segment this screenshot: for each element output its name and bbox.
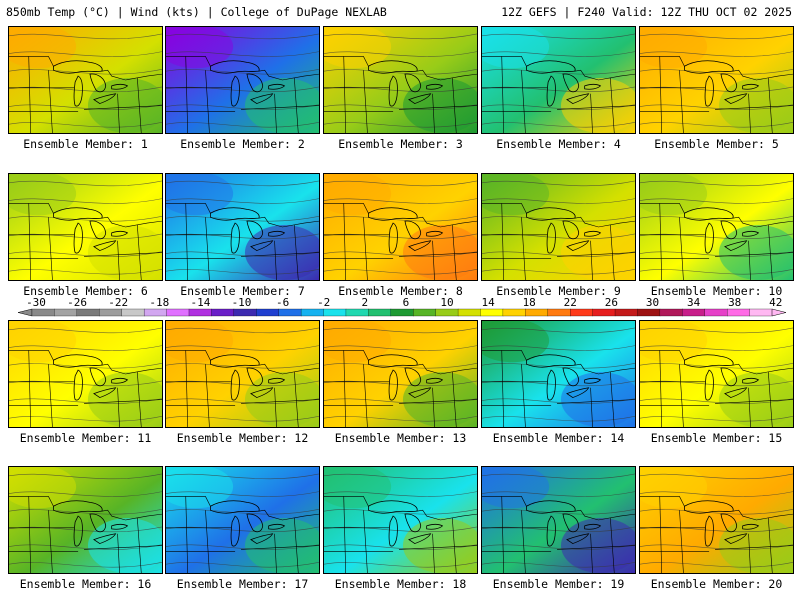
- colorbar-swatch: [256, 308, 280, 317]
- colorbar-tick-label: -2: [317, 296, 330, 309]
- ensemble-member-label: Ensemble Member: 6: [23, 284, 148, 298]
- colorbar-swatch: [300, 308, 324, 317]
- colorbar-swatch: [413, 308, 437, 317]
- ensemble-member-label: Ensemble Member: 1: [23, 137, 148, 151]
- colorbar-swatch: [570, 308, 594, 317]
- colorbar-swatch: [547, 308, 571, 317]
- ensemble-member-label: Ensemble Member: 4: [496, 137, 621, 151]
- colorbar-left-arrow: [17, 308, 33, 317]
- temperature-map: [323, 466, 478, 574]
- colorbar-right-arrow: [771, 308, 787, 317]
- ensemble-member-label: Ensemble Member: 19: [492, 577, 625, 591]
- colorbar-swatch: [99, 308, 123, 317]
- colorbar-swatch: [54, 308, 78, 317]
- chart-header-title: 850mb Temp (°C) | Wind (kts) | College o…: [6, 5, 387, 19]
- temperature-map: [8, 320, 163, 428]
- ensemble-member-label: Ensemble Member: 20: [650, 577, 783, 591]
- chart-header-valid-time: 12Z GEFS | F240 Valid: 12Z THU OCT 02 20…: [501, 5, 792, 19]
- colorbar-tick-label: 14: [481, 296, 495, 309]
- colorbar-tick-label: -6: [276, 296, 289, 309]
- ensemble-member-label: Ensemble Member: 18: [334, 577, 467, 591]
- temperature-map: [323, 26, 478, 134]
- colorbar-swatch: [457, 308, 481, 317]
- temperature-map: [323, 320, 478, 428]
- colorbar-tick-label: -10: [232, 296, 252, 309]
- ensemble-member-label: Ensemble Member: 10: [650, 284, 783, 298]
- colorbar-tick-label: -22: [108, 296, 128, 309]
- colorbar-swatch: [278, 308, 302, 317]
- colorbar-tick-label: 42: [769, 296, 782, 309]
- colorbar-swatch: [31, 308, 55, 317]
- colorbar-swatch: [592, 308, 616, 317]
- colorbar-swatch: [749, 308, 773, 317]
- colorbar-tick-label: -18: [149, 296, 169, 309]
- temperature-map: [481, 173, 636, 281]
- colorbar-tick-label: 34: [687, 296, 701, 309]
- colorbar-swatch: [614, 308, 638, 317]
- colorbar-swatch: [76, 308, 100, 317]
- ensemble-member-label: Ensemble Member: 5: [654, 137, 779, 151]
- temperature-map: [323, 173, 478, 281]
- colorbar-swatch: [188, 308, 212, 317]
- temperature-map: [165, 26, 320, 134]
- colorbar-swatch: [727, 308, 751, 317]
- colorbar-tick-label: 18: [523, 296, 536, 309]
- colorbar-swatch: [480, 308, 504, 317]
- temperature-map: [639, 173, 794, 281]
- colorbar-swatch: [233, 308, 257, 317]
- ensemble-member-label: Ensemble Member: 16: [19, 577, 152, 591]
- colorbar-tick-label: 10: [440, 296, 453, 309]
- colorbar-tick-label: 2: [361, 296, 368, 309]
- ensemble-member-label: Ensemble Member: 14: [492, 431, 625, 445]
- colorbar-tick-label: -14: [190, 296, 210, 309]
- temperature-map: [165, 320, 320, 428]
- ensemble-member-label: Ensemble Member: 2: [180, 137, 305, 151]
- ensemble-member-label: Ensemble Member: 11: [19, 431, 152, 445]
- colorbar-swatch: [368, 308, 392, 317]
- temperature-map: [481, 466, 636, 574]
- ensemble-member-label: Ensemble Member: 3: [338, 137, 463, 151]
- ensemble-member-label: Ensemble Member: 9: [496, 284, 621, 298]
- colorbar-swatch: [345, 308, 369, 317]
- colorbar-tick-label: 38: [728, 296, 741, 309]
- colorbar-swatch: [659, 308, 683, 317]
- ensemble-member-label: Ensemble Member: 8: [338, 284, 463, 298]
- colorbar-swatch: [121, 308, 145, 317]
- ensemble-member-label: Ensemble Member: 12: [176, 431, 309, 445]
- temperature-map: [639, 320, 794, 428]
- colorbar-tick-label: 30: [646, 296, 659, 309]
- colorbar-tick-label: 26: [605, 296, 618, 309]
- temperature-map: [8, 173, 163, 281]
- colorbar-swatch: [435, 308, 459, 317]
- colorbar-swatch: [525, 308, 549, 317]
- colorbar-swatch: [682, 308, 706, 317]
- colorbar-tick-label: 22: [564, 296, 577, 309]
- ensemble-member-label: Ensemble Member: 7: [180, 284, 305, 298]
- colorbar-swatch: [637, 308, 661, 317]
- colorbar-tick-label: 6: [403, 296, 410, 309]
- temperature-map: [8, 466, 163, 574]
- colorbar-swatch: [390, 308, 414, 317]
- colorbar-swatch: [166, 308, 190, 317]
- temperature-colorbar: -30 -26 -22 -18 -14 -10 -6 -2 2 6 10 14 18 22 26 30 34 38…: [17, 296, 787, 317]
- temperature-map: [639, 466, 794, 574]
- colorbar-swatch: [502, 308, 526, 317]
- temperature-map: [165, 173, 320, 281]
- colorbar-swatch: [704, 308, 728, 317]
- colorbar-tick-label: -26: [67, 296, 87, 309]
- colorbar-swatch: [143, 308, 167, 317]
- temperature-map: [639, 26, 794, 134]
- temperature-map: [8, 26, 163, 134]
- colorbar-tick-label: -30: [26, 296, 46, 309]
- temperature-map: [165, 466, 320, 574]
- temperature-map: [481, 26, 636, 134]
- temperature-map: [481, 320, 636, 428]
- ensemble-member-label: Ensemble Member: 15: [650, 431, 783, 445]
- colorbar-swatch: [211, 308, 235, 317]
- ensemble-member-label: Ensemble Member: 17: [176, 577, 309, 591]
- colorbar-swatch: [323, 308, 347, 317]
- ensemble-member-label: Ensemble Member: 13: [334, 431, 467, 445]
